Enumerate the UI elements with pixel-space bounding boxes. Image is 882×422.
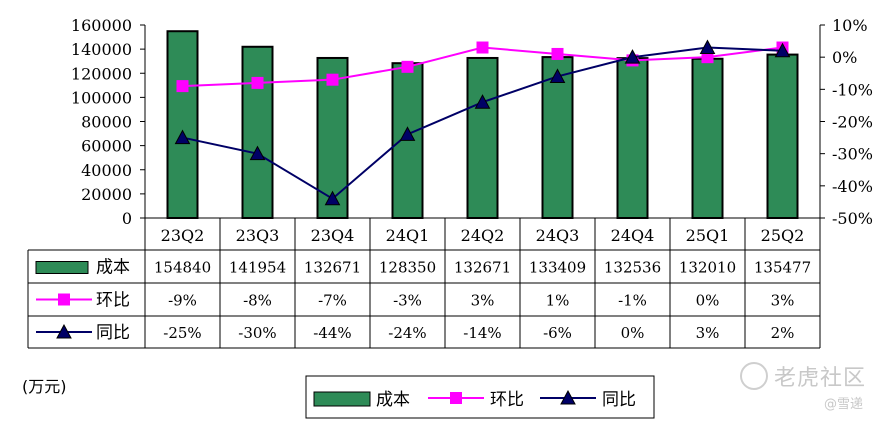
y-right-tick-label: -40% — [832, 177, 873, 196]
tiger-logo-icon — [740, 362, 768, 390]
y-left-tick-label: 100000 — [71, 88, 132, 107]
x-tick-label: 24Q4 — [611, 226, 655, 245]
data-label-环比-24Q4: -1% — [618, 292, 647, 310]
point-环比-23Q2 — [176, 80, 189, 93]
y-right-tick-label: 0% — [832, 48, 857, 67]
legend-marker-同比 — [560, 389, 576, 405]
data-label-同比-23Q3: -30% — [238, 324, 276, 342]
data-label-环比-24Q3: 1% — [546, 292, 570, 310]
x-tick-label: 23Q3 — [236, 226, 280, 245]
data-label-成本-23Q2: 154840 — [154, 259, 211, 277]
bar-24Q3 — [541, 56, 574, 219]
table-legend-key-成本 — [35, 261, 89, 274]
data-label-环比-23Q3: -8% — [243, 292, 272, 310]
y-left-tick-label: 20000 — [81, 185, 132, 204]
data-label-成本-24Q4: 132536 — [604, 259, 661, 277]
point-同比-24Q1 — [399, 126, 416, 141]
bar-23Q3 — [241, 45, 274, 219]
y-left-tick-label: 0 — [122, 209, 132, 228]
point-同比-24Q3 — [549, 68, 566, 83]
bar-series-cost — [166, 30, 799, 220]
point-环比-23Q4 — [326, 73, 339, 86]
watermark-author: @雪递 — [824, 397, 864, 412]
point-同比-24Q4 — [624, 49, 641, 64]
point-环比-24Q3 — [551, 47, 564, 60]
table-row-label: 成本 — [96, 258, 130, 278]
data-label-成本-24Q1: 128350 — [379, 259, 436, 277]
data-label-成本-24Q2: 132671 — [454, 259, 511, 277]
y-right-tick-label: -20% — [832, 113, 873, 132]
data-label-同比-24Q4: 0% — [621, 324, 645, 342]
point-同比-23Q4 — [324, 190, 341, 206]
point-环比-25Q1 — [701, 51, 714, 64]
x-tick-label: 24Q3 — [536, 226, 580, 245]
data-label-同比-24Q1: -24% — [388, 324, 426, 342]
table-legend-marker-同比 — [56, 323, 72, 339]
point-同比-25Q2 — [774, 42, 791, 58]
legend-label-同比: 同比 — [602, 390, 636, 410]
point-同比-24Q2 — [474, 94, 491, 109]
data-label-环比-24Q1: -3% — [393, 292, 422, 310]
data-label-成本-23Q4: 132671 — [304, 259, 361, 277]
x-tick-label: 25Q1 — [686, 226, 730, 245]
y-left-tick-label: 120000 — [71, 64, 132, 83]
data-label-环比-25Q1: 0% — [696, 292, 720, 310]
legend: 成本 环比 同比 — [305, 375, 655, 419]
data-label-成本-23Q3: 141954 — [229, 259, 286, 277]
watermark: 老虎社区 @雪递 — [740, 360, 875, 415]
data-label-成本-25Q2: 135477 — [754, 259, 811, 277]
x-tick-label: 24Q2 — [461, 226, 505, 245]
data-label-环比-23Q2: -9% — [168, 292, 197, 310]
data-label-环比-25Q2: 3% — [771, 292, 795, 310]
y-left-tick-label: 160000 — [71, 16, 132, 35]
bar-24Q4 — [616, 57, 649, 219]
data-label-成本-24Q3: 133409 — [529, 259, 586, 277]
data-label-同比-25Q2: 2% — [771, 324, 795, 342]
x-tick-label: 25Q2 — [761, 226, 805, 245]
watermark-text: 老虎社区 — [774, 366, 867, 391]
table-legend-marker-环比 — [58, 293, 70, 306]
legend-label-成本: 成本 — [376, 390, 410, 410]
unit-label: (万元) — [22, 377, 67, 396]
data-label-同比-23Q4: -44% — [313, 324, 351, 342]
point-环比-23Q3 — [251, 76, 264, 89]
point-环比-24Q1 — [401, 60, 414, 73]
data-label-同比-23Q2: -25% — [163, 324, 201, 342]
y-right-tick-label: 10% — [832, 16, 868, 35]
point-同比-25Q1 — [699, 39, 716, 55]
legend-label-环比: 环比 — [490, 390, 524, 410]
y-left-tick-label: 40000 — [81, 161, 132, 180]
point-同比-23Q2 — [174, 129, 191, 145]
bar-25Q2 — [766, 53, 799, 219]
data-label-同比-24Q2: -14% — [463, 324, 501, 342]
data-label-同比-25Q1: 3% — [696, 324, 720, 342]
data-label-环比-24Q2: 3% — [471, 292, 495, 310]
table-row-label: 同比 — [96, 323, 130, 343]
y-left-tick-label: 60000 — [81, 137, 132, 156]
y-right-tick-label: -30% — [832, 145, 873, 164]
table-row-label: 环比 — [96, 291, 130, 311]
x-tick-label: 23Q4 — [311, 226, 355, 245]
data-label-成本-25Q1: 132010 — [679, 259, 736, 277]
y-right-tick-label: -50% — [832, 209, 873, 228]
bar-24Q2 — [466, 56, 499, 219]
x-tick-label: 23Q2 — [161, 226, 205, 245]
y-left-tick-label: 80000 — [81, 113, 132, 132]
x-tick-label: 24Q1 — [386, 226, 430, 245]
point-环比-24Q2 — [476, 41, 489, 54]
y-right-tick-label: -10% — [832, 80, 873, 99]
point-同比-23Q3 — [249, 145, 266, 161]
legend-marker-环比 — [450, 392, 462, 404]
y-left-tick-label: 140000 — [71, 40, 132, 59]
legend-key-成本 — [313, 391, 371, 407]
bar-23Q2 — [166, 30, 199, 220]
data-label-同比-24Q3: -6% — [543, 324, 572, 342]
data-label-环比-23Q4: -7% — [318, 292, 347, 310]
bar-25Q1 — [691, 57, 724, 219]
